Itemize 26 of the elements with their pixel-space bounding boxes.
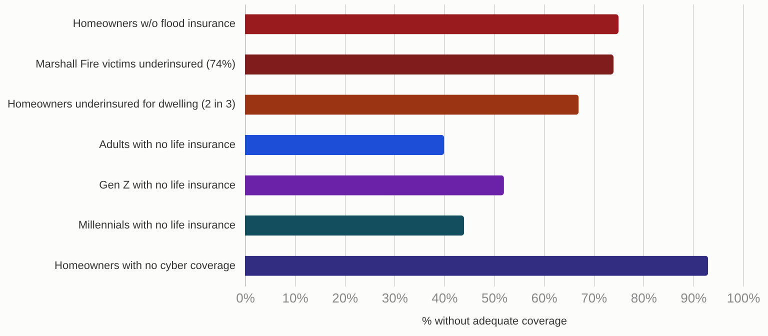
y-tick-label: Homeowners underinsured for dwelling (2 in 3) xyxy=(7,98,236,111)
y-tick-label: Adults with no life insurance xyxy=(99,139,236,151)
x-tick-label: 70% xyxy=(581,290,608,306)
bar xyxy=(245,256,708,276)
x-tick-label: 80% xyxy=(630,290,658,306)
x-tick-label: 40% xyxy=(432,290,458,306)
y-tick-label: Marshall Fire victims underinsured (74%) xyxy=(36,58,236,70)
bar xyxy=(245,134,444,156)
x-tick-label: 60% xyxy=(531,290,558,306)
bar xyxy=(245,54,614,74)
y-tick-label: Gen Z with no life insurance xyxy=(99,179,236,192)
x-tick-label: 10% xyxy=(282,290,309,306)
bar xyxy=(245,94,579,115)
x-tick-label: 30% xyxy=(382,290,408,306)
x-tick-label: 100% xyxy=(726,290,761,306)
y-tick-label: Millennials with no life insurance xyxy=(78,220,236,232)
bar xyxy=(245,175,504,196)
x-tick-label: 50% xyxy=(481,290,508,306)
x-tick-label: 90% xyxy=(680,290,708,306)
x-axis-title: % without adequate coverage xyxy=(422,316,567,328)
y-tick-label: Homeowners with no cyber coverage xyxy=(54,260,236,272)
bar xyxy=(245,14,618,34)
y-tick-label: Homeowners w/o flood insurance xyxy=(72,18,236,30)
x-tick-label: 20% xyxy=(332,290,359,306)
bar xyxy=(245,216,464,236)
x-tick-label: 0% xyxy=(236,290,256,306)
